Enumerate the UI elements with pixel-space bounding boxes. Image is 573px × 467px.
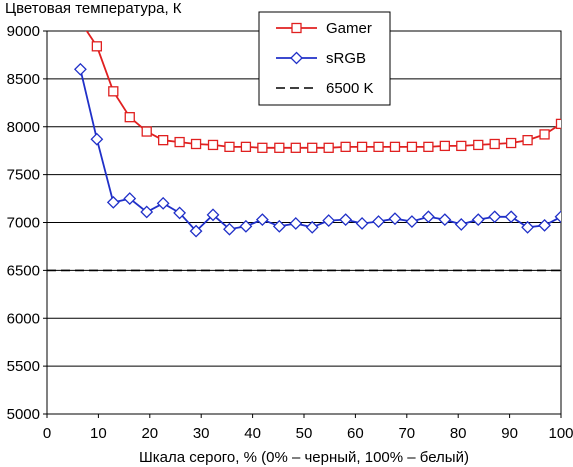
y-tick-label: 8500 [7,71,40,88]
y-tick-label: 6500 [7,262,40,279]
y-tick-label: 9000 [7,23,40,40]
data-point [555,118,561,130]
data-point [505,137,517,149]
data-point [158,135,169,146]
x-tick-label: 50 [296,425,313,442]
gridlines [47,78,561,367]
data-point [239,219,253,233]
data-point [207,139,219,151]
data-point [421,210,435,224]
data-point [539,129,550,140]
data-point [323,142,334,153]
data-point [340,141,351,153]
data-point [272,219,286,233]
y-tick-label: 7000 [7,215,40,232]
data-point [290,142,301,153]
x-tick-label: 60 [347,425,364,442]
data-point [438,213,452,227]
legend-marker [291,22,302,34]
data-point [356,141,368,153]
x-tick-label: 100 [548,425,573,442]
data-point [124,112,135,123]
data-point [339,213,353,227]
data-point [106,195,120,209]
data-point [123,192,137,205]
series-layer [47,31,561,272]
y-tick-label: 5000 [7,406,40,423]
y-tick-label: 7500 [7,167,40,184]
legend-label: Gamer [326,20,372,37]
data-point [289,217,303,230]
x-tick-label: 30 [193,425,210,442]
data-point [406,141,418,153]
data-point [373,141,384,153]
data-point [456,140,467,152]
x-tick-label: 20 [141,425,158,442]
data-point [322,214,336,228]
data-point [405,215,419,228]
legend-marker [290,51,303,65]
x-tick-label: 70 [398,425,415,442]
data-point [488,210,502,224]
data-point [471,213,485,227]
x-tick-label: 10 [90,425,107,442]
data-point [454,217,468,231]
data-point [108,86,119,97]
data-point [388,212,402,226]
data-point [439,140,450,152]
legend-item: sRGB [276,50,366,67]
data-point [389,141,401,153]
x-tick-label: 40 [244,425,261,442]
data-point [473,139,484,151]
x-tick-label: 0 [43,425,51,442]
y-tick-label: 8000 [7,119,40,136]
series-srgb [73,62,561,238]
data-point [173,206,187,220]
chart-title: Цветовая температура, К [5,0,182,17]
series-gamer [85,31,561,153]
y-tick-label: 6000 [7,310,40,327]
x-axis-ticks: 0 10 20 30 40 50 60 70 80 90 100 [43,414,573,442]
data-point [224,141,235,153]
data-point [423,141,434,153]
data-point [240,141,252,153]
data-point [554,210,561,224]
legend-item: 6500 K [276,80,374,97]
data-point [538,218,551,232]
data-point [73,62,87,76]
data-point [355,217,369,230]
data-point [141,126,152,137]
data-point [489,138,500,150]
y-axis-ticks: 5000 5500 6000 6500 7000 7500 8000 8500 9000 [7,23,47,423]
data-point [91,41,103,52]
data-point [522,135,533,146]
data-point [307,142,318,153]
x-tick-label: 90 [501,425,518,442]
data-point [174,136,185,148]
legend-label: sRGB [326,50,366,67]
data-point [190,138,202,150]
data-point [90,132,104,146]
x-axis-label: Шкала серого, % (0% – черный, 100% – бел… [139,449,469,466]
data-point [372,215,385,228]
data-point [189,224,203,238]
data-point [156,196,170,210]
data-point [140,205,154,219]
data-point [255,213,269,227]
data-point [206,208,220,222]
data-point [305,220,319,234]
legend-item: Gamer [276,20,372,37]
x-tick-label: 80 [450,425,467,442]
y-tick-label: 5500 [7,358,40,375]
legend: Gamer sRGB 6500 K [258,11,391,106]
data-point [223,222,236,236]
data-point [504,210,518,224]
legend-label: 6500 K [326,80,374,97]
data-point [274,142,285,153]
data-point [257,142,268,153]
data-point [521,220,535,234]
